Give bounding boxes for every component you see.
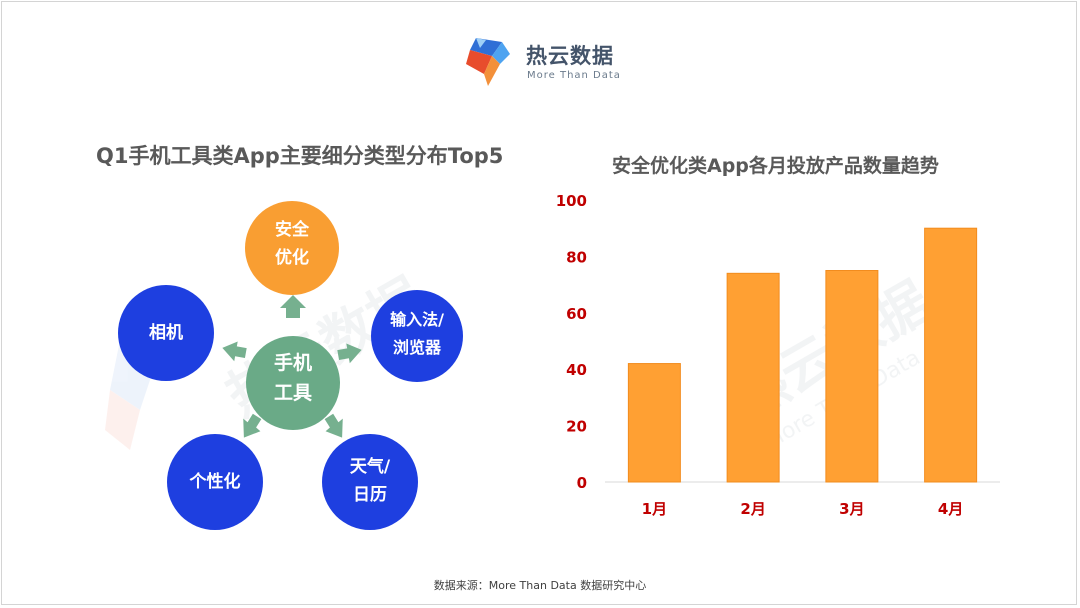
arrow-left-icon [222, 341, 247, 362]
arrow-down-right-icon [324, 413, 343, 438]
logo-tagline: More Than Data [527, 70, 621, 81]
node-input-browser-label: 输入法/ 浏览器 [390, 310, 444, 357]
node-weather-calendar [322, 434, 418, 530]
bar-1 [627, 363, 681, 483]
node-camera-label: 相机 [149, 323, 183, 343]
bar-4 [924, 227, 978, 483]
y-tick-label: 80 [566, 248, 587, 266]
bar-2 [726, 272, 780, 483]
node-camera [118, 285, 214, 381]
center-node [246, 336, 340, 430]
logo: 热云数据 More Than Data [462, 34, 632, 90]
y-tick-label: 0 [577, 474, 587, 492]
logo-name: 热云数据 [526, 44, 614, 68]
node-weather-calendar-label: 天气/ 日历 [349, 457, 391, 505]
y-tick-label: 100 [556, 192, 587, 210]
node-security-optimization [245, 201, 339, 295]
data-source-footer: 数据来源：More Than Data 数据研究中心 [433, 579, 647, 592]
bar-3 [825, 270, 879, 483]
node-personalization [167, 434, 263, 530]
category-diagram: 热云数据 手机 工具 安全 优化 输入法/ 浏览器 天气/ 日历 个性化 [100, 180, 500, 540]
chart-title: 安全优化类App各月投放产品数量趋势 [612, 155, 939, 177]
logo-icon [466, 38, 510, 86]
y-tick-label: 40 [566, 361, 587, 379]
arrows [222, 295, 362, 438]
arrow-up-icon [280, 295, 306, 318]
node-input-browser [371, 290, 463, 382]
arrow-down-left-icon [243, 413, 262, 438]
node-security-optimization-label: 安全 优化 [275, 220, 309, 268]
x-tick-label: 1月 [642, 500, 667, 518]
x-tick-label: 2月 [740, 500, 765, 518]
y-tick-label: 20 [566, 418, 587, 436]
x-tick-label: 3月 [839, 500, 864, 518]
node-personalization-label: 个性化 [189, 472, 241, 492]
y-tick-label: 60 [566, 305, 587, 323]
arrow-right-icon [337, 343, 362, 364]
diagram-title: Q1手机工具类App主要细分类型分布Top5 [96, 144, 504, 168]
x-tick-label: 4月 [938, 500, 963, 518]
center-node-label: 手机 工具 [273, 352, 312, 404]
